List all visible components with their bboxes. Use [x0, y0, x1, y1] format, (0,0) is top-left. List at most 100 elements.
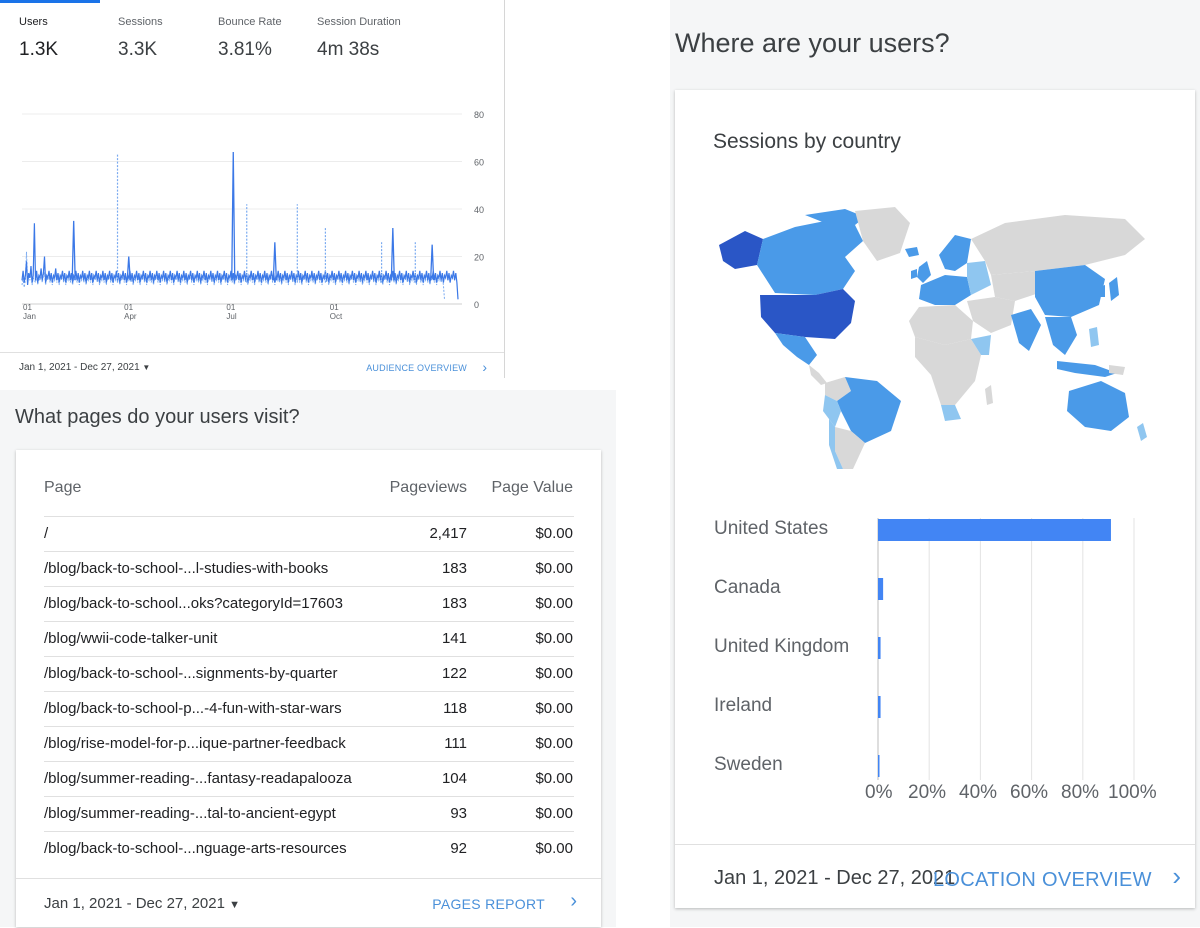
x-tick-label: 100% — [1108, 782, 1157, 803]
map-region-madagascar — [985, 385, 993, 405]
pageviews-cell: 104 — [441, 770, 467, 787]
pageviews-cell: 92 — [450, 840, 467, 857]
table-row[interactable]: /blog/back-to-school-...nguage-arts-reso… — [16, 832, 601, 867]
page-path[interactable]: /blog/back-to-school-...nguage-arts-reso… — [44, 840, 347, 857]
map-region-southeast-asia — [1045, 317, 1077, 355]
page-value-cell: $0.00 — [535, 560, 573, 577]
map-region-central-africa — [915, 337, 981, 405]
row-divider — [44, 831, 574, 832]
page-path[interactable]: /blog/wwii-code-talker-unit — [44, 630, 218, 647]
x-tick-label: Jul — [226, 312, 236, 321]
y-tick-label: 40 — [474, 205, 484, 215]
table-row[interactable]: /blog/rise-model-for-p...ique-partner-fe… — [16, 727, 601, 762]
metric-users[interactable]: Users 1.3K — [19, 16, 58, 61]
chevron-right-icon[interactable]: › — [570, 890, 577, 912]
y-tick-label: 80 — [474, 110, 484, 120]
metric-bounce-rate[interactable]: Bounce Rate 3.81% — [218, 16, 282, 61]
map-region-canada — [757, 219, 863, 295]
x-tick-label: Apr — [124, 312, 137, 321]
map-region-ireland — [911, 269, 917, 279]
column-header-page-value: Page Value — [491, 479, 573, 496]
table-row[interactable]: / 2,417 $0.00 — [16, 517, 601, 552]
spike-current — [231, 151, 236, 281]
location-section: Where are your users? Sessions by countr… — [670, 0, 1200, 927]
chevron-right-icon[interactable]: › — [482, 359, 487, 375]
page-path[interactable]: /blog/back-to-school-...signments-by-qua… — [44, 665, 338, 682]
row-divider — [44, 586, 574, 587]
table-row[interactable]: /blog/summer-reading-...fantasy-readapal… — [16, 762, 601, 797]
row-divider — [44, 621, 574, 622]
bar-united-states — [878, 519, 1111, 541]
metric-label: Bounce Rate — [218, 16, 282, 28]
table-row[interactable]: /blog/back-to-school...oks?categoryId=17… — [16, 587, 601, 622]
page-value-cell: $0.00 — [535, 805, 573, 822]
x-tick-label: 01 — [23, 303, 32, 312]
row-divider — [44, 761, 574, 762]
date-range-selector[interactable]: Jan 1, 2021 - Dec 27, 2021 ▼ — [44, 895, 241, 912]
column-header-page: Page — [44, 479, 82, 496]
world-map[interactable] — [705, 205, 1165, 470]
card-title: Sessions by country — [713, 130, 901, 153]
active-tab-indicator — [0, 0, 100, 3]
metric-session-duration[interactable]: Session Duration 4m 38s — [317, 16, 401, 61]
map-region-scandinavia — [939, 235, 971, 271]
pageviews-cell: 93 — [450, 805, 467, 822]
country-label: Sweden — [714, 754, 783, 775]
page-path[interactable]: /blog/back-to-school-p...-4-fun-with-sta… — [44, 700, 342, 717]
audience-footer: Jan 1, 2021 - Dec 27, 2021 ▼ AUDIENCE OV… — [0, 352, 504, 379]
row-divider — [44, 726, 574, 727]
table-row[interactable]: /blog/wwii-code-talker-unit 141 $0.00 — [16, 622, 601, 657]
chevron-right-icon[interactable]: › — [1172, 861, 1181, 891]
page-value-cell: $0.00 — [535, 840, 573, 857]
page-path[interactable]: /blog/rise-model-for-p...ique-partner-fe… — [44, 735, 346, 752]
table-row[interactable]: /blog/back-to-school-...l-studies-with-b… — [16, 552, 601, 587]
bar-canada — [878, 578, 884, 600]
map-region-korea — [1099, 285, 1105, 297]
map-region-usa — [760, 289, 855, 339]
page-value-cell: $0.00 — [535, 700, 573, 717]
bar-united-kingdom — [878, 637, 881, 659]
metric-label: Sessions — [118, 16, 163, 28]
x-tick-label: 20% — [908, 782, 947, 803]
page-path[interactable]: / — [44, 525, 49, 542]
table-row[interactable]: /blog/back-to-school-p...-4-fun-with-sta… — [16, 692, 601, 727]
map-region-japan — [1109, 277, 1119, 301]
bar-ireland — [878, 696, 881, 718]
date-range-selector[interactable]: Jan 1, 2021 - Dec 27, 2021 — [714, 867, 956, 889]
x-tick-label: Jan — [23, 312, 36, 321]
map-region-iceland — [905, 247, 919, 257]
caret-down-icon: ▼ — [142, 363, 151, 372]
pages-report-link[interactable]: PAGES REPORT — [432, 896, 545, 912]
map-region-east-africa — [971, 335, 991, 355]
spike-current — [430, 244, 435, 281]
page-value-cell: $0.00 — [535, 735, 573, 752]
metric-sessions[interactable]: Sessions 3.3K — [118, 16, 163, 61]
page-path[interactable]: /blog/summer-reading-...fantasy-readapal… — [44, 770, 352, 787]
pageviews-cell: 118 — [443, 700, 467, 717]
x-tick-label: Oct — [330, 312, 343, 321]
map-region-alaska — [719, 231, 763, 269]
location-overview-link[interactable]: LOCATION OVERVIEW — [933, 869, 1152, 891]
map-region-philippines — [1089, 327, 1099, 347]
metric-label: Users — [19, 16, 48, 28]
x-tick-label: 01 — [226, 303, 235, 312]
table-row[interactable]: /blog/back-to-school-...signments-by-qua… — [16, 657, 601, 692]
date-range-selector[interactable]: Jan 1, 2021 - Dec 27, 2021 ▼ — [19, 362, 151, 373]
page-path[interactable]: /blog/back-to-school-...l-studies-with-b… — [44, 560, 329, 577]
page-path[interactable]: /blog/summer-reading-...tal-to-ancient-e… — [44, 805, 336, 822]
table-row[interactable]: /blog/summer-reading-...tal-to-ancient-e… — [16, 797, 601, 832]
y-tick-label: 60 — [474, 158, 484, 168]
map-region-argentina — [835, 427, 865, 469]
page-path[interactable]: /blog/back-to-school...oks?categoryId=17… — [44, 595, 343, 612]
map-region-mexico — [775, 333, 817, 365]
pageviews-cell: 183 — [441, 595, 467, 612]
map-region-india — [1011, 309, 1041, 351]
metric-value: 3.81% — [218, 39, 272, 60]
audience-overview-link[interactable]: AUDIENCE OVERVIEW — [366, 363, 467, 373]
country-label: Ireland — [714, 695, 773, 716]
map-region-new-zealand — [1137, 423, 1147, 441]
section-heading: What pages do your users visit? — [15, 406, 300, 428]
map-region-peru — [823, 395, 841, 427]
row-divider — [44, 656, 574, 657]
